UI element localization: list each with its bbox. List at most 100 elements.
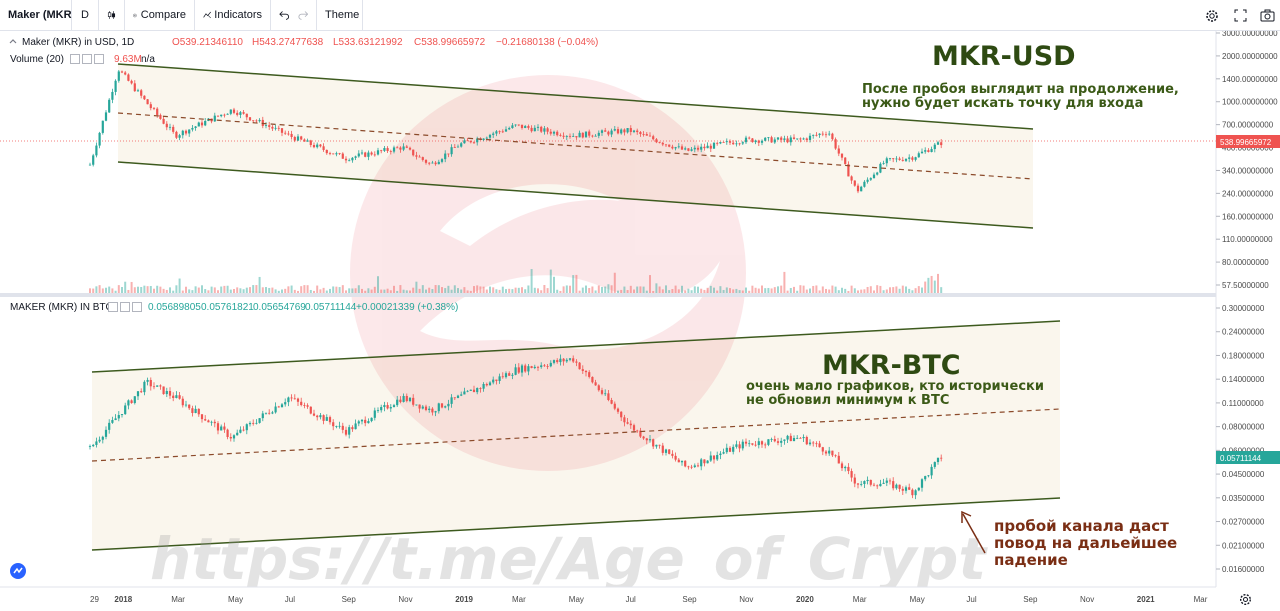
time-axis[interactable] [0,587,1280,611]
btc-channel-fill [92,321,1060,550]
volume-bar [95,286,98,293]
theme-button[interactable]: Theme [317,0,363,31]
volume-bar [393,285,395,293]
usd-axis-label: 57.50000000 [1222,281,1269,290]
chart-area[interactable]: https://t.me/Age_of_Crypt MKR-USD После … [0,31,1280,611]
usd-legend-high: H543.27477638 [252,37,324,48]
btc-candle [440,403,444,408]
btc-candle [687,466,690,468]
volume-bar [162,288,165,293]
price-axis[interactable] [1216,31,1280,587]
compare-button[interactable]: Compare [125,0,195,31]
btc-candle [437,403,440,412]
btc-axis-label: 0.11000000 [1222,399,1264,408]
btc-candle [210,421,213,423]
time-axis-label: Nov [739,595,753,604]
usd-candle [901,159,904,161]
usd-candle [325,149,328,154]
usd-axis-label: 1400.00000000 [1222,75,1278,84]
usd-candle [524,126,527,129]
btc-candle [856,483,860,485]
btc-candle [927,475,930,477]
usd-candle [392,147,396,152]
time-axis-label: 2019 [455,595,473,604]
btc-candle [373,410,376,418]
usd-candle [239,112,242,115]
undo-icon[interactable] [279,10,290,20]
btc-channel-upper[interactable] [91,320,1061,373]
volume-bar [258,276,261,293]
btc-channel-lower[interactable] [91,497,1061,551]
volume-bar [716,290,719,293]
btc-candle [421,406,424,409]
volume-bar [530,269,533,293]
usd-candle [908,157,911,159]
btc-candle [690,466,693,468]
interval-button[interactable]: D [72,0,99,31]
btc-candle [850,471,853,478]
settings-button[interactable] [1198,0,1226,31]
btc-candle [879,483,882,487]
volume-bar [668,290,671,293]
btc-candle [472,389,476,393]
volume-bar [786,290,789,293]
usd-candle [789,137,792,143]
btc-axis-label: 0.02100000 [1222,541,1265,550]
volume-bar [495,289,498,293]
volume-bar [825,288,827,293]
btc-candle [565,359,568,362]
volume-bar [585,285,587,293]
volume-bar [809,288,811,293]
fullscreen-button[interactable] [1226,0,1254,31]
volume-bar [713,287,715,293]
time-axis-label: Nov [1080,595,1094,604]
btc-legend-controls[interactable] [108,302,142,312]
usd-axis-label: 110.00000000 [1222,235,1273,244]
symbol-search-button[interactable]: Maker (MKR [0,0,72,31]
usd-candle [933,144,936,150]
btc-candle [882,482,885,484]
usd-candle [616,129,620,134]
btc-candle [380,407,383,411]
btc-candle [450,397,453,404]
btc-candle [895,484,898,489]
btc-candle [735,444,738,447]
usd-candle [376,150,380,155]
volume-bar [255,285,258,293]
redo-icon[interactable] [298,10,309,20]
usd-channel-upper[interactable] [117,63,1034,130]
btc-candle [597,385,600,391]
usd-candle [876,172,879,175]
usd-channel-lower[interactable] [117,161,1034,229]
btc-candle [117,415,120,419]
volume-bar [412,287,415,293]
collapse-chevron-icon[interactable] [9,39,17,44]
usd-candle [680,146,684,150]
pane-separator[interactable] [0,293,1216,297]
usd-candle [572,136,575,137]
volume-bar [124,281,127,293]
usd-axis-label: 480.00000000 [1222,144,1274,153]
usd-candle [911,157,914,160]
btc-candle [207,420,210,423]
usd-candle [773,139,776,143]
btc-candle [184,404,188,406]
volume-bar [527,285,530,293]
usd-axis-label: 1000.00000000 [1222,98,1278,107]
btc-candle [386,405,389,409]
chart-type-button[interactable] [99,0,125,31]
usd-candle [738,143,741,145]
volume-legend-controls[interactable] [70,54,104,64]
volume-bar [581,287,584,293]
usd-legend-low: L533.63121992 [333,37,403,48]
snapshot-button[interactable] [1253,0,1280,31]
volume-bar [194,286,197,293]
indicators-button[interactable]: Indicators [195,0,271,31]
axis-settings-icon[interactable] [1239,593,1252,606]
btc-candle [396,399,399,406]
time-axis-label: May [910,595,925,604]
btc-candle [453,397,456,399]
btc-candle [872,484,876,486]
usd-candle [88,164,92,166]
cloud-icon[interactable] [10,563,26,579]
